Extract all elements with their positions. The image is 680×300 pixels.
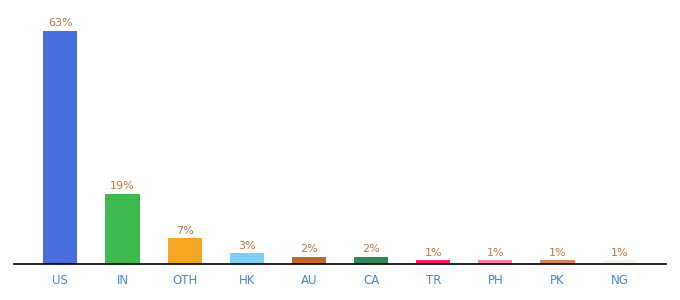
Text: 2%: 2% <box>300 244 318 254</box>
Bar <box>541 260 575 264</box>
Text: 3%: 3% <box>238 241 256 251</box>
Text: 1%: 1% <box>424 248 442 258</box>
Bar <box>416 260 450 264</box>
Text: 1%: 1% <box>611 248 628 258</box>
Text: 1%: 1% <box>487 248 504 258</box>
Bar <box>167 238 202 264</box>
Bar <box>230 253 264 264</box>
Bar <box>292 256 326 264</box>
Bar <box>44 31 78 264</box>
Text: 19%: 19% <box>110 182 135 191</box>
Bar <box>354 256 388 264</box>
Text: 63%: 63% <box>48 18 73 28</box>
Text: 2%: 2% <box>362 244 380 254</box>
Text: 7%: 7% <box>175 226 194 236</box>
Bar <box>602 260 636 264</box>
Bar <box>478 260 513 264</box>
Bar <box>105 194 139 264</box>
Text: 1%: 1% <box>549 248 566 258</box>
